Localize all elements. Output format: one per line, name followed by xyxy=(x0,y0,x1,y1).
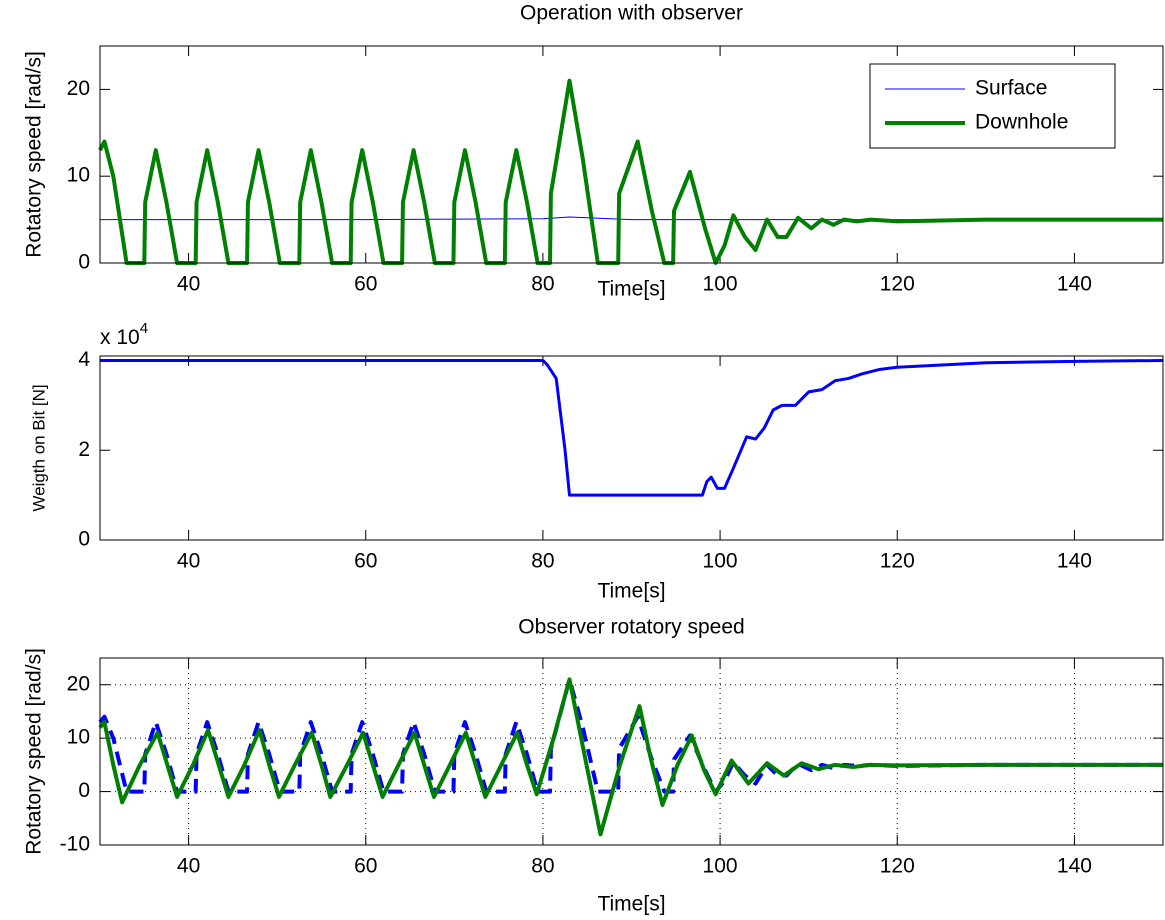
x-axis-label: Time[s] xyxy=(597,278,665,301)
y-tick-label: 0 xyxy=(78,779,90,802)
x-tick-label: 60 xyxy=(354,273,377,296)
x-tick-label: 80 xyxy=(531,550,554,573)
x-tick-label: 140 xyxy=(1057,273,1092,296)
axes-box xyxy=(99,45,1164,264)
plot-area xyxy=(100,658,1163,845)
axes-box xyxy=(99,355,1164,541)
data-line xyxy=(98,677,1163,837)
multiplier-exponent: 4 xyxy=(140,320,148,337)
y-tick-label: 0 xyxy=(78,251,90,274)
data-line xyxy=(100,216,1163,221)
legend-label: Downhole xyxy=(975,111,1068,134)
x-tick-label: 100 xyxy=(703,273,738,296)
data-line xyxy=(98,677,1163,794)
y-axis-label: Rotatory speed [rad/s] xyxy=(23,51,46,258)
y-multiplier: x 104 xyxy=(100,320,148,349)
x-tick-label: 140 xyxy=(1057,550,1092,573)
data-line xyxy=(98,78,1163,265)
y-axis-label: Weigth on Bit [N] xyxy=(29,384,48,511)
data-line xyxy=(100,358,1164,497)
x-tick-label: 140 xyxy=(1057,855,1092,878)
x-tick-label: 120 xyxy=(880,550,915,573)
y-tick-label: 20 xyxy=(67,77,90,100)
y-tick-label: 10 xyxy=(67,164,90,187)
x-tick-label: 40 xyxy=(177,273,200,296)
plot-area xyxy=(100,356,1163,540)
y-axis-label: Rotatory speed [rad/s] xyxy=(23,648,46,855)
x-tick-label: 80 xyxy=(531,273,554,296)
axes-box xyxy=(99,657,1164,846)
x-tick-label: 60 xyxy=(354,855,377,878)
legend-box xyxy=(869,63,1116,149)
subplot-title: Operation with observer xyxy=(520,2,743,25)
x-tick-label: 100 xyxy=(703,855,738,878)
y-tick-label: 10 xyxy=(67,726,90,749)
x-tick-label: 40 xyxy=(177,550,200,573)
x-axis-label: Time[s] xyxy=(597,893,665,916)
x-tick-label: 120 xyxy=(880,855,915,878)
x-tick-label: 60 xyxy=(354,550,377,573)
y-tick-label: 0 xyxy=(78,528,90,551)
multiplier-base: x 10 xyxy=(100,326,140,349)
x-tick-label: 40 xyxy=(177,855,200,878)
legend-label: Surface xyxy=(975,77,1047,100)
x-tick-label: 120 xyxy=(880,273,915,296)
subplot-title: Observer rotatory speed xyxy=(518,616,744,639)
x-axis-label: Time[s] xyxy=(597,580,665,603)
y-tick-label: 4 xyxy=(78,348,90,371)
x-tick-label: 100 xyxy=(703,550,738,573)
y-tick-label: 2 xyxy=(78,438,90,461)
y-tick-label: 20 xyxy=(67,672,90,695)
x-tick-label: 80 xyxy=(531,855,554,878)
y-tick-label: -10 xyxy=(60,833,90,856)
